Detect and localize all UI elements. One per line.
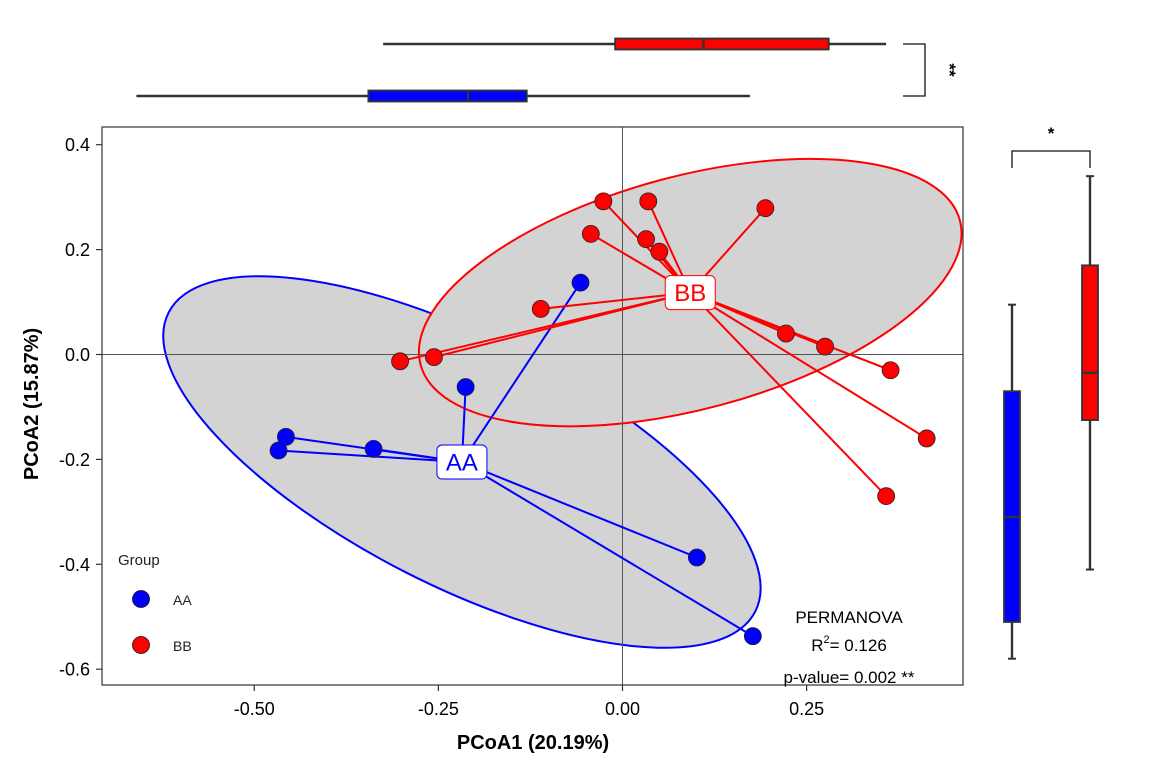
- r2-label: R: [811, 636, 823, 655]
- permanova-r2: R2= 0.126: [811, 634, 887, 655]
- y-axis-title: PCoA2 (15.87%): [21, 328, 43, 480]
- top-significance-label: **: [940, 63, 959, 77]
- spoke-aa-5: [461, 461, 698, 559]
- legend-label-bb: BB: [173, 638, 192, 654]
- point-bb-10: [816, 337, 834, 356]
- point-bb-11: [881, 361, 900, 380]
- x-tick-label-2: 0.00: [605, 699, 640, 719]
- point-bb-1: [639, 192, 658, 211]
- point-bb-9: [777, 324, 795, 343]
- top-significance-bracket: [903, 43, 926, 97]
- point-aa-3: [269, 441, 288, 460]
- plot-frame: [101, 126, 964, 686]
- confidence-ellipses: [162, 157, 963, 649]
- permanova-annotation: PERMANOVA R2= 0.126 p-value= 0.002 **: [784, 608, 915, 687]
- point-bb-12: [917, 429, 936, 448]
- point-bb-0: [594, 192, 613, 211]
- point-aa-0: [571, 273, 590, 292]
- y-tick-label-5: -0.6: [59, 660, 90, 680]
- r2-value: = 0.126: [830, 636, 887, 655]
- r2-superscript: 2: [823, 634, 829, 646]
- legend-title: Group: [118, 552, 160, 569]
- right-box-bb: [1081, 264, 1099, 421]
- y-tick-label-0: 0.4: [65, 135, 90, 155]
- y-tick-label-1: 0.2: [65, 240, 90, 260]
- legend: Group AA BB: [118, 552, 192, 654]
- top-box-aa: [367, 89, 528, 103]
- spoke-bb-13: [689, 291, 887, 497]
- x-axis: -0.50 -0.25 0.00 0.25: [234, 685, 824, 719]
- centroid-box-aa: [436, 444, 488, 480]
- centroid-label-aa: AA: [446, 450, 478, 477]
- spoke-bb-12: [689, 291, 928, 440]
- point-bb-7: [391, 352, 409, 371]
- right-significance-label: *: [1048, 124, 1055, 143]
- y-tick-label-2: 0.0: [65, 345, 90, 365]
- x-tick-label-3: 0.25: [789, 699, 824, 719]
- x-axis-title: PCoA1 (20.19%): [457, 732, 609, 754]
- y-tick-label-4: -0.4: [59, 555, 90, 575]
- legend-label-aa: AA: [173, 592, 192, 608]
- y-tick-label-3: -0.2: [59, 450, 90, 470]
- right-marginal-boxplot: *: [1003, 124, 1099, 660]
- point-aa-2: [277, 427, 295, 446]
- spoke-aa-6: [461, 461, 754, 638]
- point-aa-4: [364, 440, 383, 458]
- point-bb-5: [650, 242, 669, 261]
- main-plot-area: AA BB: [101, 126, 964, 686]
- right-significance-bracket: [1011, 150, 1091, 168]
- point-bb-6: [531, 299, 550, 318]
- x-tick-label-1: -0.25: [418, 699, 459, 719]
- right-box-aa: [1003, 390, 1021, 623]
- point-bb-8: [425, 348, 443, 367]
- point-aa-1: [456, 378, 475, 396]
- centroid-label-bb: BB: [674, 280, 706, 307]
- point-bb-13: [877, 487, 896, 506]
- centroid-box-bb: [664, 275, 716, 311]
- x-tick-label-0: -0.50: [234, 699, 275, 719]
- point-bb-2: [756, 199, 775, 218]
- point-aa-5: [687, 548, 706, 567]
- legend-dot-aa: [132, 590, 150, 608]
- point-bb-3: [581, 224, 600, 243]
- permanova-pvalue: p-value= 0.002 **: [784, 668, 915, 687]
- y-axis: 0.4 0.2 0.0 -0.2 -0.4 -0.6: [59, 135, 102, 680]
- spoke-bb-8: [433, 291, 691, 359]
- top-box-bb: [614, 37, 830, 51]
- centroid-labels: AA BB: [436, 275, 716, 480]
- permanova-title: PERMANOVA: [795, 608, 903, 627]
- sample-points: [269, 192, 936, 646]
- legend-dot-bb: [132, 636, 150, 654]
- point-bb-4: [637, 230, 655, 249]
- top-marginal-boxplot: **: [136, 37, 959, 103]
- spoke-aa-0: [461, 282, 582, 463]
- point-aa-6: [743, 627, 762, 646]
